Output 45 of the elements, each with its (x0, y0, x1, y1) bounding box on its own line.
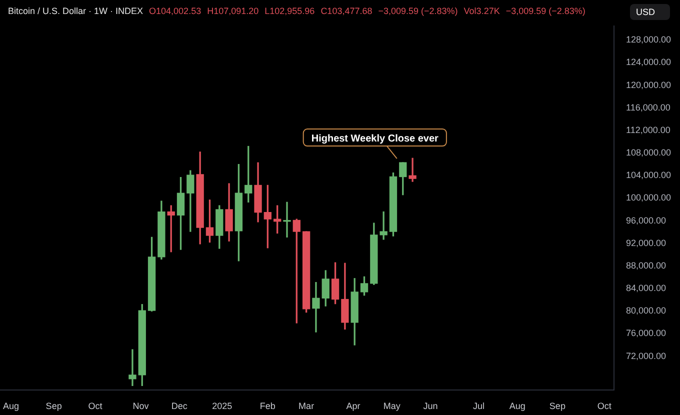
candlestick (408, 158, 416, 182)
y-tick-label: 120,000.00 (626, 80, 672, 90)
text: C103,477.68 (320, 6, 372, 16)
x-tick-label: Aug (509, 401, 526, 412)
text: L102,955.96 (264, 6, 315, 16)
x-tick-label: Oct (597, 401, 612, 412)
x-tick-label: Sep (549, 401, 566, 412)
y-tick-label: 124,000.00 (626, 57, 672, 68)
x-tick-label: May (383, 401, 401, 412)
y-axis-title: USD (630, 4, 670, 20)
y-tick-label: 80,000.00 (626, 306, 666, 316)
y-tick-label: 100,000.00 (626, 192, 672, 203)
annotation: Highest Weekly Close ever (311, 133, 439, 144)
x-tick-label: Dec (171, 401, 188, 412)
text: −3,009.59 (−2.83%) (506, 6, 586, 16)
x-tick-label: Feb (260, 401, 276, 412)
y-tick-label: 76,000.00 (626, 328, 666, 338)
y-tick-label: 116,000.00 (626, 102, 670, 112)
x-tick-label: Aug (3, 401, 20, 412)
x-tick-label: Apr (346, 401, 360, 412)
y-tick-label: 88,000.00 (626, 260, 666, 270)
candlestick (380, 211, 388, 240)
text: H107,091.20 (207, 6, 259, 16)
text: O104,002.53 (149, 6, 202, 16)
y-tick-label: 128,000.00 (626, 34, 672, 45)
x-tick-label: Oct (88, 401, 103, 412)
candlestick (283, 202, 291, 238)
chart-title: Bitcoin / U.S. Dollar · 1W · INDEX (8, 6, 144, 16)
x-tick-label: Jun (423, 401, 438, 412)
y-tick-label: 104,000.00 (626, 170, 672, 180)
candlestick (128, 349, 136, 386)
x-tick-label: Jul (473, 401, 485, 412)
y-tick-label: 72,000.00 (626, 350, 666, 361)
y-tick-label: 84,000.00 (626, 283, 666, 294)
x-tick-label: Nov (132, 401, 150, 412)
x-tick-label: Mar (298, 401, 314, 412)
x-tick-label: 2025 (212, 401, 232, 412)
y-tick-label: 96,000.00 (626, 215, 666, 226)
text: Vol3.27K (464, 6, 500, 16)
text: −3,009.59 (−2.83%) (378, 6, 458, 16)
y-tick-label: 92,000.00 (626, 238, 666, 248)
y-tick-label: 108,000.00 (626, 148, 672, 158)
y-tick-label: 112,000.00 (626, 124, 670, 135)
x-tick-label: Sep (46, 401, 62, 412)
candlestick (312, 282, 320, 332)
